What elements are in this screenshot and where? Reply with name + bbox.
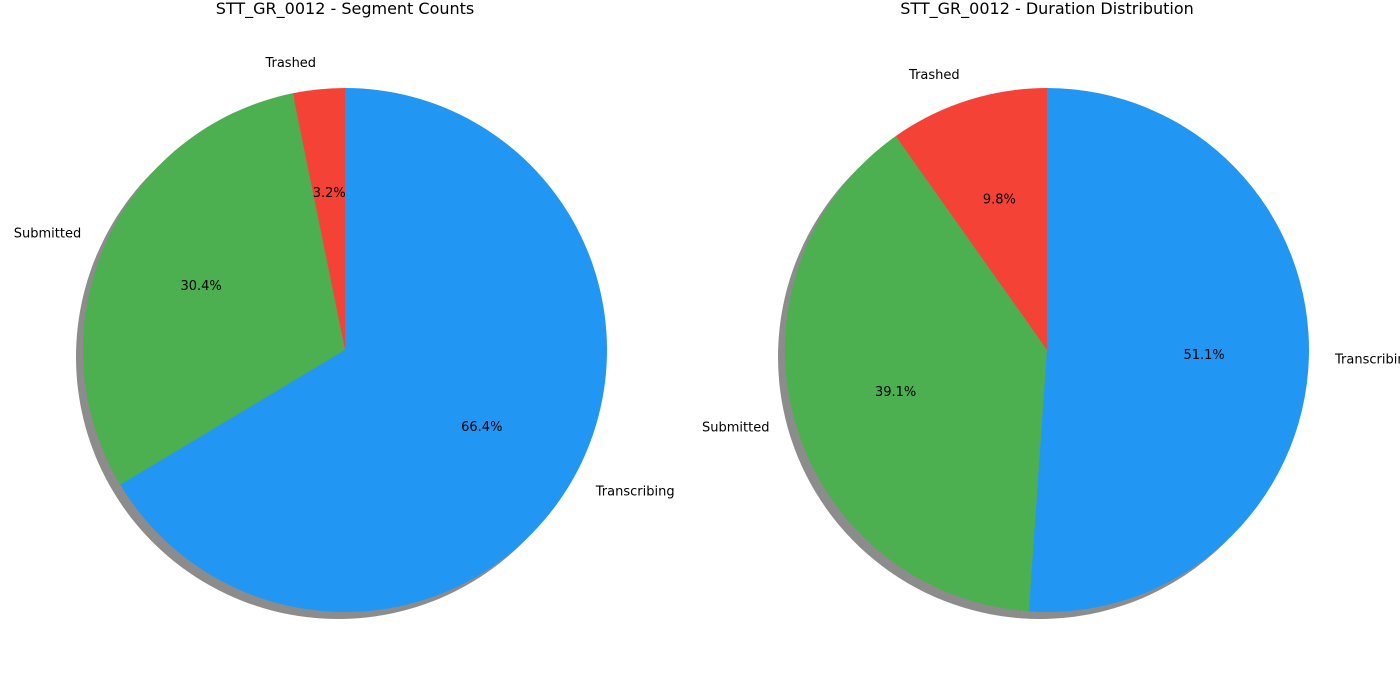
- chart-title-duration-distribution: STT_GR_0012 - Duration Distribution: [900, 0, 1194, 19]
- pie-slice-submitted[interactable]: [83, 93, 346, 485]
- slice-percent-submitted: 30.4%: [180, 279, 221, 294]
- slice-label-submitted: Submitted: [702, 420, 769, 435]
- slice-label-transcribing: Transcribing: [595, 485, 675, 500]
- slice-label-transcribing: Transcribing: [1334, 352, 1400, 367]
- slice-label-trashed: Trashed: [264, 56, 316, 71]
- pie-slice-trashed[interactable]: [895, 88, 1047, 350]
- slice-label-submitted: Submitted: [14, 226, 81, 241]
- pie-slice-trashed[interactable]: [292, 88, 345, 350]
- chart-title-segment-counts: STT_GR_0012 - Segment Counts: [216, 0, 475, 19]
- pie-chart-duration-distribution: STT_GR_0012 - Duration Distribution Trash…: [702, 0, 1400, 619]
- slice-percent-transcribing: 51.1%: [1183, 348, 1224, 363]
- slice-percent-trashed: 3.2%: [313, 186, 346, 201]
- pie-slice-submitted[interactable]: [785, 136, 1047, 612]
- slice-percent-transcribing: 66.4%: [461, 420, 502, 435]
- slice-percent-submitted: 39.1%: [875, 385, 916, 400]
- pie-slice-transcribing[interactable]: [120, 88, 608, 612]
- slice-percent-trashed: 9.8%: [983, 193, 1016, 208]
- slice-label-trashed: Trashed: [908, 68, 960, 83]
- pie-chart-segment-counts: STT_GR_0012 - Segment Counts Trashed 3.2% S…: [14, 0, 675, 619]
- pie-slice-transcribing[interactable]: [1028, 88, 1309, 612]
